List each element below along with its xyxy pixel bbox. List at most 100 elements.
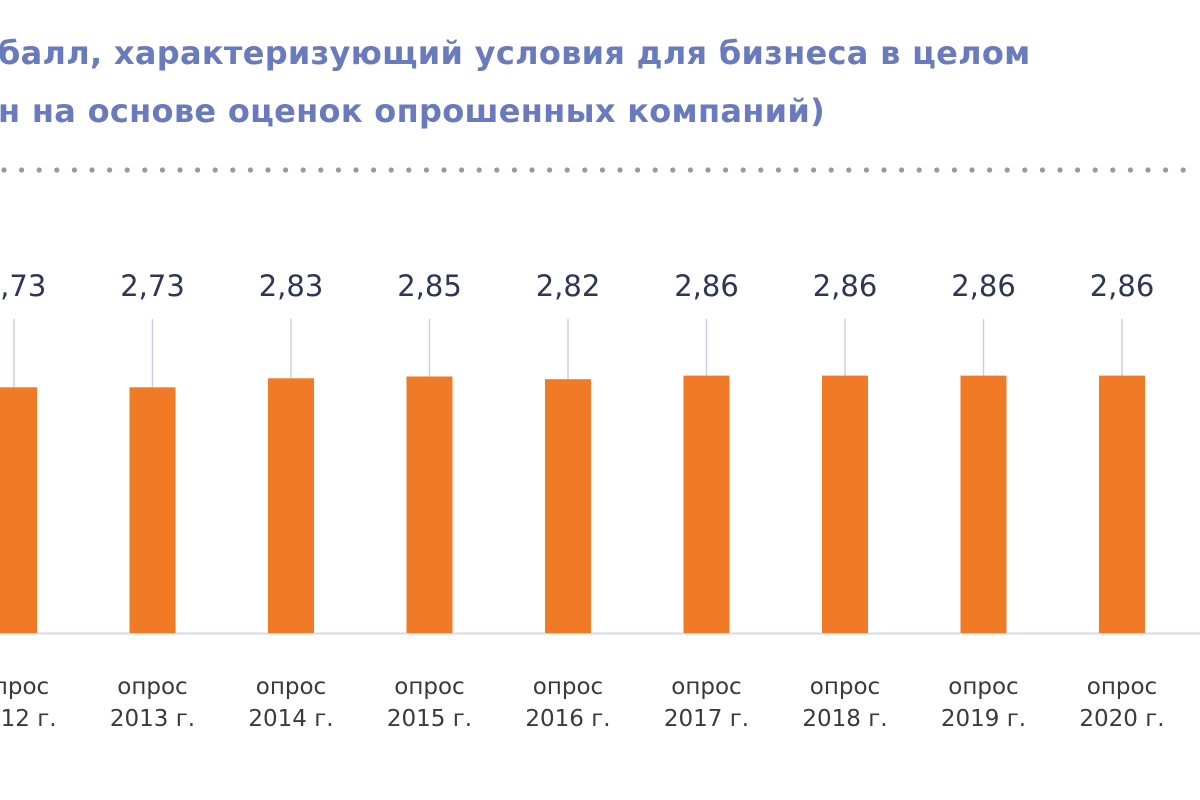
separator-dot <box>107 167 113 173</box>
category-label: 2018 г. <box>802 706 887 732</box>
separator-dot <box>1022 167 1028 173</box>
category-label: 2015 г. <box>387 706 472 732</box>
separator-dot <box>54 167 60 173</box>
data-label: 2,82 <box>536 269 601 303</box>
category-label: опрос <box>0 674 49 700</box>
separator-dot <box>758 167 764 173</box>
separator-dot <box>582 167 588 173</box>
separator-dot <box>371 167 377 173</box>
separator-dot <box>687 167 694 173</box>
separator-dot <box>951 167 958 173</box>
separator-dot <box>300 167 306 173</box>
bar <box>268 378 314 633</box>
separator-dot <box>881 167 887 173</box>
separator-dot <box>934 167 940 173</box>
separator-dot <box>1004 167 1010 173</box>
separator-dot <box>987 167 993 173</box>
separator-dot <box>89 167 95 173</box>
separator-dot <box>564 167 570 173</box>
chart-title-line-2: н на основе оценок опрошенных компаний) <box>0 92 826 130</box>
separator-dot <box>1075 167 1081 173</box>
bar <box>129 387 176 633</box>
bar <box>406 376 453 633</box>
separator-dot <box>511 167 517 173</box>
separator-dot <box>723 167 729 173</box>
separator-dot <box>635 167 641 173</box>
separator-dot <box>599 167 606 173</box>
separator-dot <box>828 167 834 173</box>
separator-dot <box>916 167 922 173</box>
separator-dot <box>1145 167 1151 173</box>
data-label: 2,73 <box>120 269 185 303</box>
separator-dot <box>459 167 465 173</box>
separator-dot <box>793 167 799 173</box>
category-label: опрос <box>256 674 326 700</box>
separator-dot <box>335 167 341 173</box>
separator-dot <box>71 167 77 173</box>
separator-dot <box>1092 167 1098 173</box>
category-label: опрос <box>117 674 187 700</box>
data-label: 2,86 <box>674 269 739 303</box>
separator-dot <box>283 167 289 173</box>
bar <box>0 387 37 633</box>
separator-dot <box>124 167 130 173</box>
bar <box>545 379 591 633</box>
separator-dot <box>195 167 201 173</box>
category-label: опрос <box>671 674 741 700</box>
category-label: 2013 г. <box>110 706 195 732</box>
separator-dot <box>423 167 429 173</box>
data-label: 2,83 <box>259 269 324 303</box>
separator-dot <box>247 167 253 173</box>
separator-dot <box>969 167 975 173</box>
category-label: опрос <box>533 674 603 700</box>
separator-dot <box>265 167 271 173</box>
data-label: 2,73 <box>0 269 46 303</box>
separator-dot <box>617 167 623 173</box>
separator-dot <box>1127 167 1133 173</box>
category-label: опрос <box>948 674 1018 700</box>
separator-dot <box>19 167 25 173</box>
separator-dot <box>36 167 42 173</box>
category-label: 2016 г. <box>525 706 610 732</box>
separator-dot <box>846 167 852 173</box>
separator-dot <box>547 167 553 173</box>
separator-dot <box>1110 167 1116 173</box>
separator-dot <box>740 167 746 173</box>
separator-dot <box>1 167 7 173</box>
bar <box>683 375 730 633</box>
separator-dot <box>406 167 412 173</box>
separator-dot <box>441 167 447 173</box>
separator-dot <box>353 167 359 173</box>
separator-dot <box>652 167 658 173</box>
bar <box>822 375 868 633</box>
separator-dot <box>775 167 782 173</box>
separator-dot <box>142 167 148 173</box>
separator-dot <box>177 167 183 173</box>
separator-dot <box>476 167 482 173</box>
separator-dot <box>318 167 324 173</box>
category-label: опрос <box>1087 674 1157 700</box>
separator-dot <box>159 167 165 173</box>
separator-dot <box>1180 167 1186 173</box>
bar <box>960 375 1007 633</box>
separator-dot <box>811 167 817 173</box>
category-label: 2017 г. <box>664 706 749 732</box>
separator-dot <box>863 167 870 173</box>
separator-dot <box>1039 167 1045 173</box>
separator-dot <box>670 167 676 173</box>
separator-dot <box>705 167 711 173</box>
separator-dot <box>1163 167 1169 173</box>
data-label: 2,86 <box>813 269 878 303</box>
chart-title-line-1: балл, характеризующий условия для бизнес… <box>0 34 1031 72</box>
bar <box>1099 375 1145 633</box>
dotted-separator <box>1 167 1186 173</box>
data-label: 2,85 <box>397 269 462 303</box>
category-label: 2014 г. <box>248 706 333 732</box>
separator-dot <box>529 167 535 173</box>
separator-dot <box>1057 167 1063 173</box>
category-label: опрос <box>810 674 880 700</box>
category-label: 2020 г. <box>1079 706 1164 732</box>
data-label: 2,86 <box>1090 269 1155 303</box>
separator-dot <box>899 167 905 173</box>
separator-dot <box>230 167 236 173</box>
